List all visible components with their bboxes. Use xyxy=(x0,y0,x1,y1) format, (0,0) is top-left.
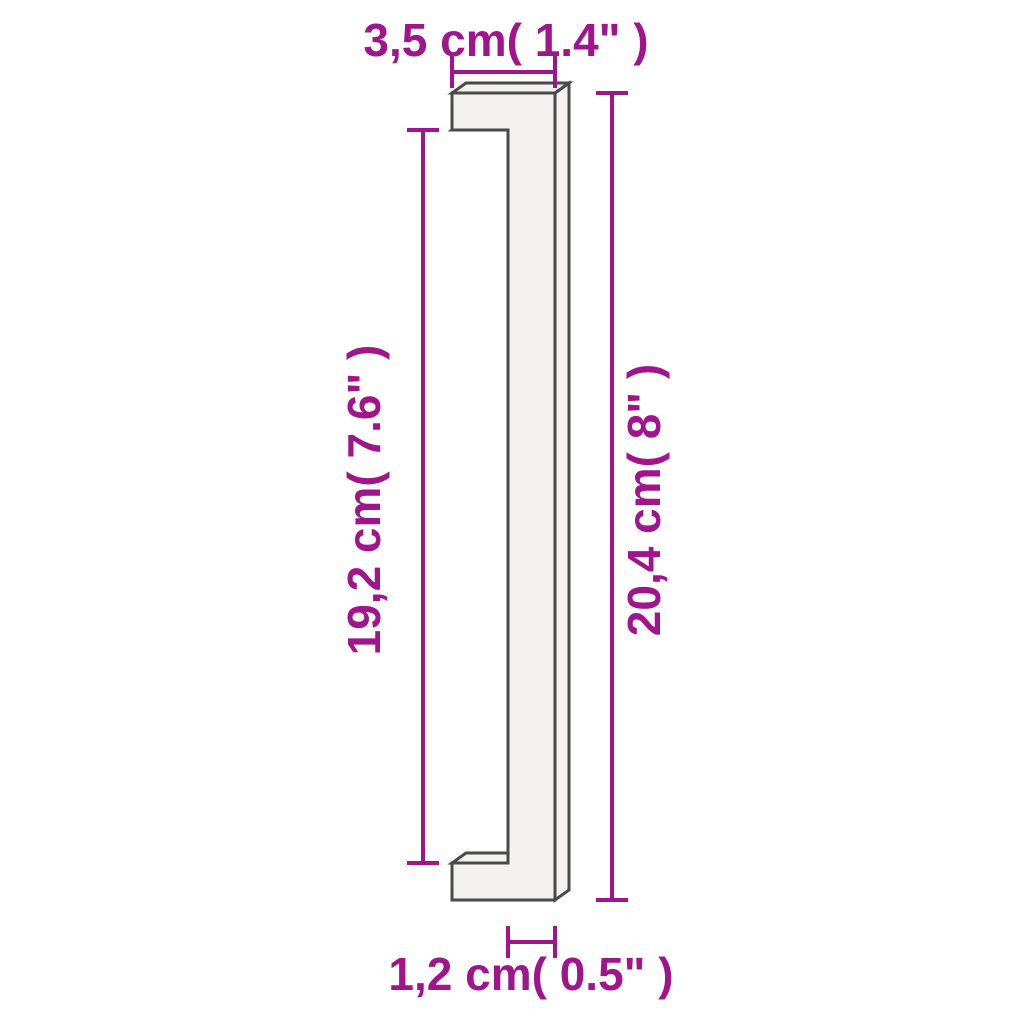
dim-right-height-label: 20,4 cm( 8" ) xyxy=(618,364,670,636)
handle-object xyxy=(452,83,569,900)
dim-bottom-width-label: 1,2 cm( 0.5" ) xyxy=(388,948,673,1000)
dim-left-height: 19,2 cm( 7.6" ) xyxy=(338,130,439,863)
dim-left-height-label: 19,2 cm( 7.6" ) xyxy=(338,345,390,656)
dim-top-width-label: 3,5 cm( 1.4" ) xyxy=(363,14,648,66)
dim-bottom-width: 1,2 cm( 0.5" ) xyxy=(388,926,673,1000)
dim-top-width: 3,5 cm( 1.4" ) xyxy=(363,14,648,88)
dim-right-height: 20,4 cm( 8" ) xyxy=(596,93,670,900)
